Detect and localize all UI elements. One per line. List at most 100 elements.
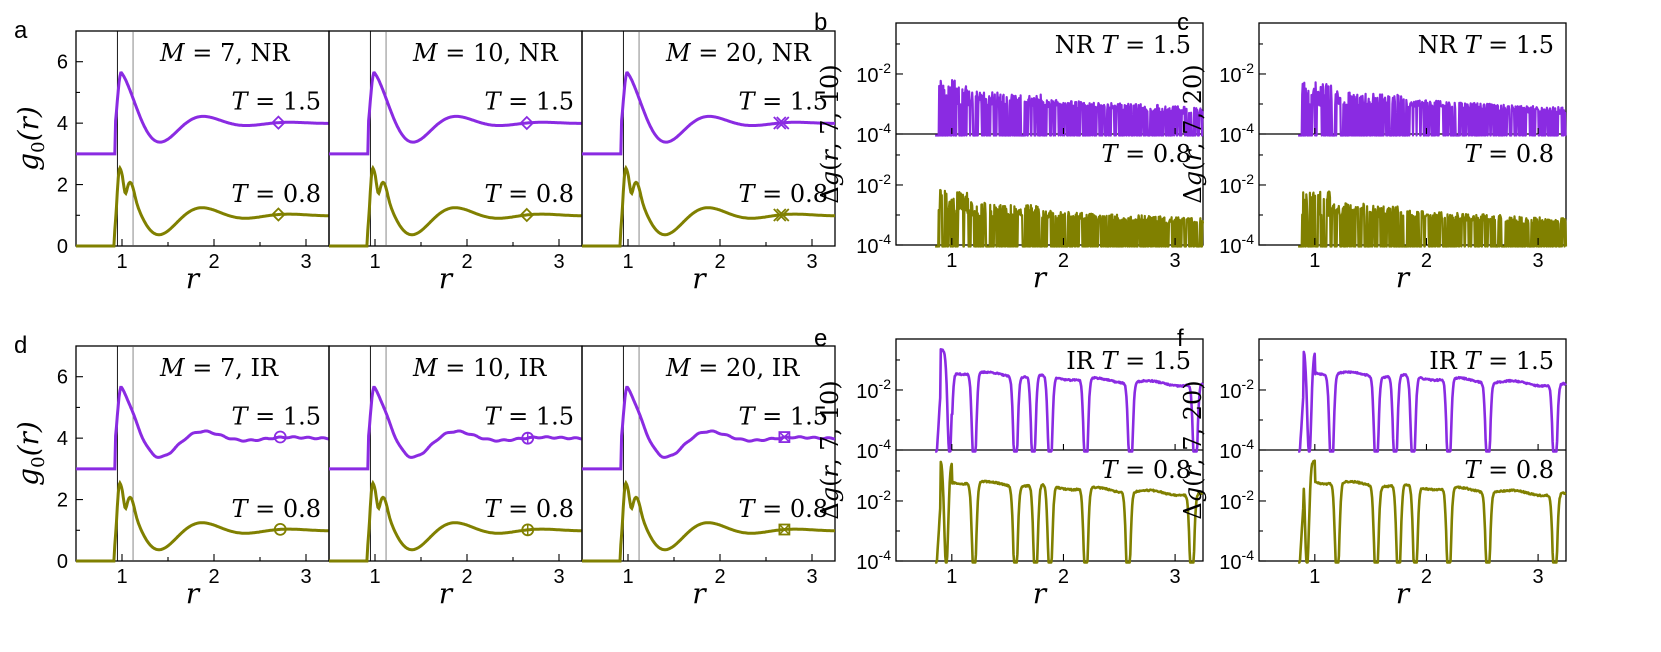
- panel-letter-d: d: [14, 332, 27, 359]
- x-tick-label: 3: [553, 251, 564, 273]
- marker-circle: [273, 430, 287, 444]
- series-label-T0.8: T = 0.8: [1464, 456, 1554, 484]
- y-tick-label: 10-4: [856, 547, 891, 574]
- series-line-T0.8: [1297, 459, 1567, 564]
- x-axis-label: r: [692, 577, 707, 610]
- series-label-T0.8: T = 0.8: [484, 180, 574, 208]
- series-label-T1.5: T = 1.5: [231, 88, 321, 116]
- y-axis-label: g0(r): [12, 106, 49, 171]
- x-tick-label: 3: [300, 566, 311, 588]
- x-axis-label: r: [439, 262, 454, 295]
- x-axis-label: r: [439, 577, 454, 610]
- x-tick-label: 2: [208, 251, 219, 273]
- marker-diamond: [271, 207, 286, 222]
- subplot-title: IR T = 1.5: [1429, 347, 1554, 375]
- x-tick-label: 1: [622, 251, 633, 273]
- series-line-T0.8: [934, 460, 1204, 564]
- series-line-T0.8: [329, 164, 582, 248]
- panel-letter-e: e: [814, 325, 827, 352]
- x-tick-label: 1: [369, 251, 380, 273]
- x-axis-label: r: [186, 577, 201, 610]
- series-line-T0.8: [582, 164, 835, 248]
- subplot-title: M = 10, IR: [412, 354, 547, 382]
- subplot-title: M = 20, NR: [665, 39, 812, 67]
- series-line-T1.5: [329, 71, 582, 156]
- x-tick-label: 2: [1421, 250, 1432, 272]
- marker-diamond: [519, 115, 535, 131]
- series-line-T1.5: [76, 385, 330, 471]
- panel-letter-a: a: [14, 17, 28, 44]
- marker-square-x: [778, 431, 791, 443]
- x-tick-label: 1: [1309, 250, 1320, 272]
- series-line-T0.8: [934, 188, 1205, 248]
- series-line-T1.5: [1297, 81, 1567, 137]
- y-axis-label: Δg(r, 7, 10): [816, 64, 844, 203]
- marker-square-x: [778, 523, 791, 536]
- series-label-T1.5: T = 1.5: [231, 403, 321, 431]
- x-axis-label: r: [692, 262, 707, 295]
- series-line-T0.8: [329, 479, 582, 563]
- y-tick-label: 4: [57, 113, 68, 135]
- x-tick-label: 3: [1170, 566, 1181, 588]
- x-tick-label: 1: [116, 566, 127, 588]
- y-tick-label: 10-4: [856, 120, 891, 147]
- series-line-T0.8: [582, 479, 835, 563]
- y-tick-label: 10-4: [1219, 547, 1254, 574]
- series-label-T0.8: T = 0.8: [1101, 140, 1191, 168]
- y-tick-label: 10-4: [1219, 436, 1254, 463]
- series-line-T1.5: [934, 79, 1204, 137]
- y-tick-label: 0: [57, 236, 68, 258]
- panel-letter-b: b: [814, 9, 827, 36]
- series-label-T0.8: T = 0.8: [484, 495, 574, 523]
- y-tick-label: 10-2: [856, 171, 891, 198]
- series-label-T0.8: T = 0.8: [1464, 140, 1554, 168]
- y-tick-label: 10-4: [856, 436, 891, 463]
- subplot-title: IR T = 1.5: [1066, 347, 1191, 375]
- y-tick-label: 10-2: [1219, 376, 1254, 403]
- subplot-title: M = 7, IR: [159, 354, 279, 382]
- marker-diamond: [271, 115, 286, 130]
- x-axis-label: r: [1396, 261, 1411, 294]
- subplot-frame: [581, 345, 836, 562]
- x-tick-label: 3: [806, 566, 817, 588]
- y-tick-label: 2: [57, 490, 68, 512]
- x-tick-label: 3: [1170, 250, 1181, 272]
- series-label-T0.8: T = 0.8: [231, 495, 321, 523]
- x-tick-label: 2: [1421, 566, 1432, 588]
- series-label-T1.5: T = 1.5: [484, 403, 574, 431]
- x-tick-label: 1: [116, 251, 127, 273]
- x-axis-label: r: [186, 262, 201, 295]
- series-line-T1.5: [582, 71, 835, 156]
- series-label-T1.5: T = 1.5: [738, 88, 828, 116]
- x-tick-label: 2: [461, 251, 472, 273]
- marker-circle: [273, 522, 287, 536]
- x-tick-label: 3: [1533, 566, 1544, 588]
- series-line-T1.5: [329, 385, 583, 471]
- subplot-title: NR T = 1.5: [1418, 31, 1554, 59]
- x-tick-label: 2: [208, 566, 219, 588]
- y-tick-label: 2: [57, 175, 68, 197]
- series-line-T1.5: [582, 385, 836, 471]
- marker-diamond: [519, 207, 535, 223]
- x-tick-label: 1: [946, 566, 957, 588]
- subplot-title: NR T = 1.5: [1055, 31, 1191, 59]
- subplot-frame: [581, 30, 836, 247]
- x-tick-label: 2: [714, 566, 725, 588]
- y-tick-label: 10-2: [856, 60, 891, 87]
- marker-cross: [773, 116, 790, 130]
- series-label-T0.8: T = 0.8: [231, 180, 321, 208]
- marker-cross: [773, 208, 790, 222]
- y-axis-label: Δg(r, 7, 10): [816, 380, 844, 519]
- series-line-T1.5: [934, 348, 1204, 453]
- series-line-T1.5: [76, 71, 329, 156]
- x-tick-label: 1: [369, 566, 380, 588]
- x-tick-label: 2: [461, 566, 472, 588]
- series-line-T0.8: [76, 479, 329, 563]
- y-axis-label: g0(r): [12, 421, 49, 486]
- y-tick-label: 4: [57, 428, 68, 450]
- marker-circle-plus-cross: [522, 524, 534, 536]
- series-line-T0.8: [76, 164, 329, 248]
- subplot-title: M = 10, NR: [412, 39, 559, 67]
- x-tick-label: 1: [622, 566, 633, 588]
